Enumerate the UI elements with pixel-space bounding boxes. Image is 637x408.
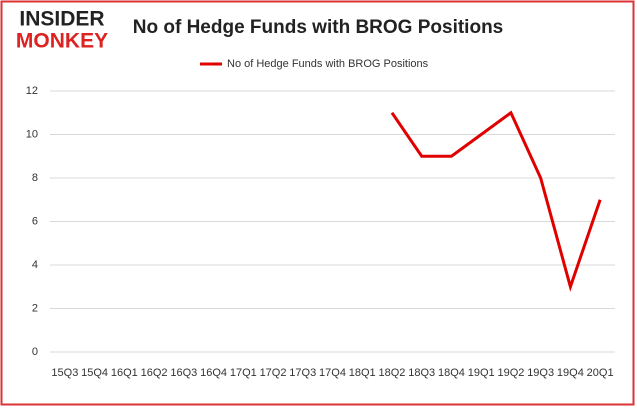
x-tick-label: 18Q3 (408, 367, 435, 379)
x-tick-label: 19Q1 (468, 367, 495, 379)
x-tick-label: 19Q2 (497, 367, 524, 379)
y-tick-label: 2 (32, 302, 38, 314)
chart-title: No of Hedge Funds with BROG Positions (133, 17, 504, 38)
y-tick-label: 8 (32, 172, 38, 184)
y-tick-label: 10 (26, 128, 38, 140)
logo-top: INSIDER (19, 8, 104, 31)
x-tick-label: 16Q3 (170, 367, 197, 379)
x-tick-label: 20Q1 (587, 367, 614, 379)
x-tick-label: 19Q4 (557, 367, 584, 379)
line (390, 110, 602, 292)
x-tick-label: 18Q2 (379, 367, 406, 379)
y-tick-label: 6 (32, 215, 38, 227)
x-tick-label: 15Q3 (51, 367, 78, 379)
logo-bottom: MONKEY (16, 30, 108, 53)
x-tick-label: 16Q2 (141, 367, 168, 379)
x-tick-label: 17Q4 (319, 367, 346, 379)
x-tick-label: 16Q4 (200, 367, 227, 379)
x-tick-label: 18Q4 (438, 367, 465, 379)
legend-label: No of Hedge Funds with BROG Positions (227, 58, 429, 70)
x-tick-label: 17Q2 (260, 367, 287, 379)
x-tick-label: 18Q1 (349, 367, 376, 379)
x-tick-label: 17Q3 (289, 367, 316, 379)
x-tick-label: 15Q4 (81, 367, 108, 379)
x-tick-label: 19Q3 (527, 367, 554, 379)
x-tick-label: 16Q1 (111, 367, 138, 379)
y-tick-label: 4 (32, 259, 38, 271)
x-tick-label: 17Q1 (230, 367, 257, 379)
y-tick-label: 12 (26, 85, 38, 97)
y-tick-label: 0 (32, 346, 38, 358)
